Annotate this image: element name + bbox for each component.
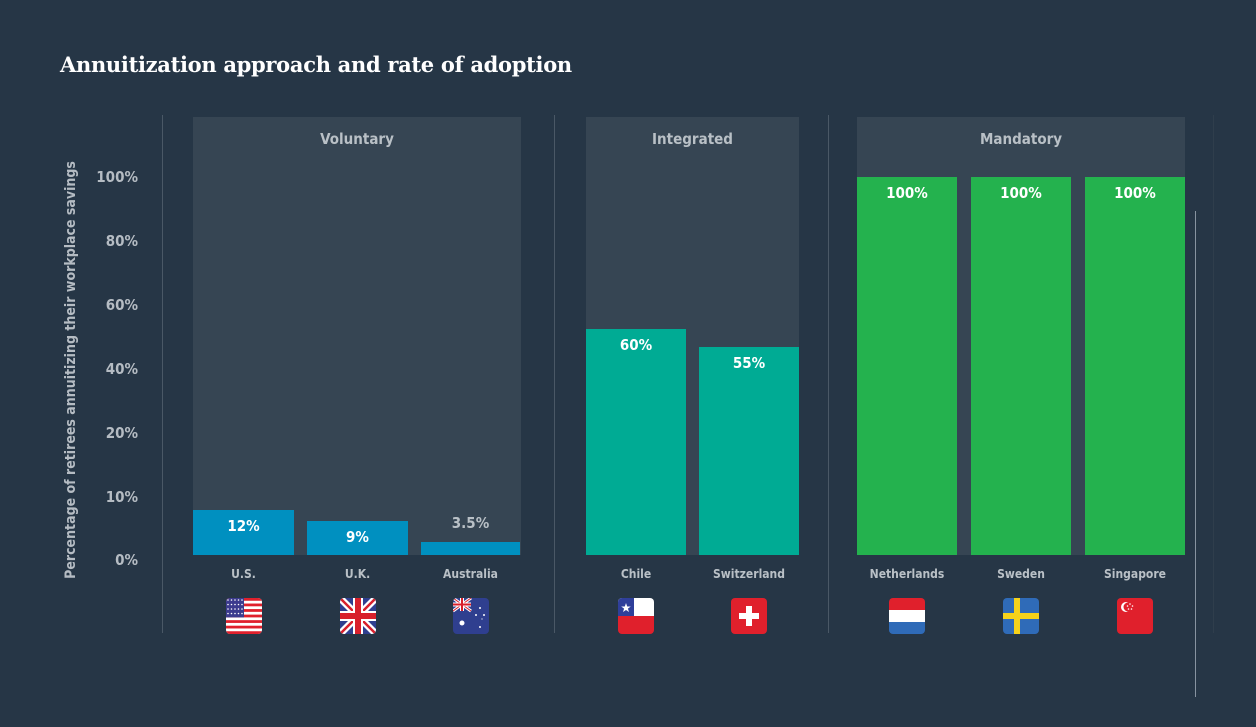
country-label: U.K. [344,567,371,581]
y-tick-label: 20% [105,424,138,442]
group-title: Voluntary [320,130,394,148]
switzerland-flag-icon [731,598,767,634]
australia-flag-icon [452,598,489,634]
chile-flag-icon [618,598,654,634]
group-divider [1213,115,1214,633]
scroll-indicator-line [1195,211,1196,697]
bar-australia [421,542,520,555]
bar-value-label: 60% [619,336,653,354]
group-divider [162,115,163,633]
y-axis-label: Percentage of retirees annuitizing their… [63,161,79,579]
us-flag-icon [225,598,262,634]
group-divider [554,115,555,633]
y-tick-label: 100% [96,168,138,186]
bar-singapore: 100% [1085,177,1185,555]
group-title: Mandatory [979,130,1063,148]
bar-value-label: 3.5% [451,514,490,532]
country-label: Switzerland [713,567,785,581]
group-panel-voluntary: Voluntary 12% 9% 3.5% [193,117,521,555]
country-label: Sweden [997,567,1045,581]
group-divider [828,115,829,633]
bar-netherlands: 100% [857,177,957,555]
y-tick-label: 0% [115,551,138,569]
bar-value-label: 9% [346,528,369,546]
bar-value-label: 55% [732,354,766,372]
bar-sweden: 100% [971,177,1071,555]
country-label: Netherlands [869,567,945,581]
uk-flag-icon [339,598,376,634]
bar-chile: 60% [586,329,686,555]
group-title: Integrated [652,130,733,148]
y-tick-label: 60% [105,296,138,314]
group-panel-mandatory: Mandatory 100% 100% 100% [857,117,1185,555]
bar-uk: 9% [307,521,408,555]
netherlands-flag-icon [889,598,925,634]
bar-value-label: 100% [886,184,928,202]
bar-us: 12% [193,510,294,555]
group-panel-integrated: Integrated 60% 55% [586,117,799,555]
singapore-flag-icon [1117,598,1153,634]
bar-value-label: 12% [227,517,260,535]
country-label: U.S. [231,567,256,581]
country-label: Singapore [1104,567,1166,581]
bar-switzerland: 55% [699,347,799,555]
y-tick-label: 40% [105,360,138,378]
y-tick-label: 10% [105,488,138,506]
bar-value-label: 100% [1000,184,1042,202]
y-tick-label: 80% [105,232,138,250]
bar-value-label: 100% [1114,184,1156,202]
country-label: Australia [443,567,498,581]
sweden-flag-icon [1003,598,1039,634]
chart-title: Annuitization approach and rate of adopt… [60,52,572,77]
country-label: Chile [620,567,652,581]
